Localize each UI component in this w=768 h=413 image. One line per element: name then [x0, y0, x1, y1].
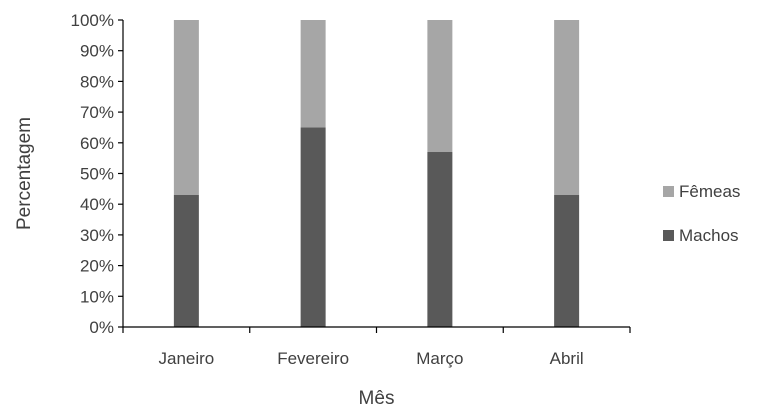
legend: Fêmeas Machos	[663, 182, 740, 245]
bar-segment-machos-fevereiro	[300, 127, 326, 327]
x-tick-label: Março	[416, 349, 463, 368]
y-tick-label: 70%	[80, 103, 114, 122]
x-tick-label: Fevereiro	[277, 349, 349, 368]
y-tick-label: 20%	[80, 257, 114, 276]
x-tick-label: Janeiro	[158, 349, 214, 368]
y-tick-label: 100%	[71, 11, 114, 30]
y-axis-title: Percentagem	[14, 117, 35, 230]
bar-segment-machos-abril	[554, 194, 580, 327]
bars-group	[173, 20, 580, 327]
axes-group	[122, 20, 630, 328]
y-ticks-group: 0% 10% 20% 30% 40% 50% 60% 70% 80% 90% 100%	[71, 11, 123, 337]
x-ticks-group: Janeiro Fevereiro Março Abril	[122, 327, 631, 368]
y-tick-label: 90%	[80, 42, 114, 61]
y-tick-label: 10%	[80, 287, 114, 306]
bar-segment-fêmeas-fevereiro	[300, 20, 326, 128]
y-tick-label: 40%	[80, 195, 114, 214]
bar-segment-fêmeas-março	[427, 20, 453, 153]
x-axis-title: Mês	[359, 388, 395, 408]
legend-swatch-fêmeas	[663, 186, 674, 197]
y-tick-label: 0%	[89, 318, 114, 337]
legend-swatch-machos	[663, 230, 674, 241]
bar-segment-fêmeas-abril	[554, 20, 580, 195]
y-tick-label: 60%	[80, 134, 114, 153]
bar-segment-machos-janeiro	[173, 194, 199, 327]
y-tick-label: 50%	[80, 165, 114, 184]
legend-label-machos: Machos	[679, 226, 739, 245]
bar-segment-fêmeas-janeiro	[173, 20, 199, 195]
x-tick-label: Abril	[550, 349, 584, 368]
y-tick-label: 80%	[80, 72, 114, 91]
legend-label-fêmeas: Fêmeas	[679, 182, 740, 201]
bar-segment-machos-março	[427, 152, 453, 327]
y-tick-label: 30%	[80, 226, 114, 245]
